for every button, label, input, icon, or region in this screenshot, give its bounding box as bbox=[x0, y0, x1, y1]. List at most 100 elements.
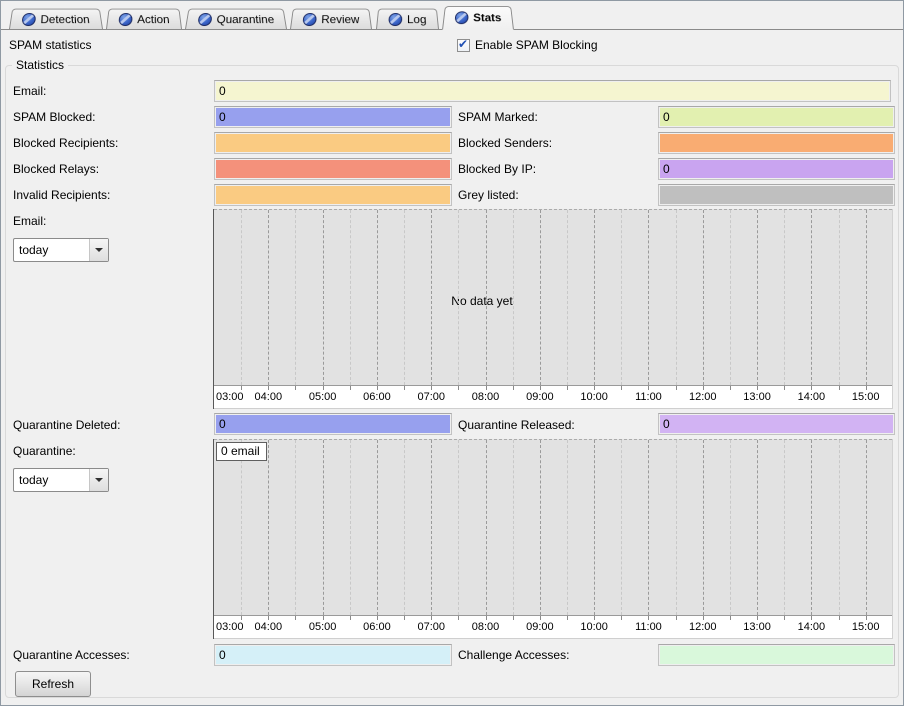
tab-detection[interactable]: Detection bbox=[9, 9, 103, 29]
gridline-minor bbox=[241, 440, 242, 615]
field-challenge-accesses bbox=[658, 644, 895, 666]
x-tick-label: 04:00 bbox=[255, 391, 283, 403]
email-period-select[interactable]: today bbox=[13, 238, 109, 262]
axis-tick bbox=[703, 616, 704, 620]
quarantine-period-select[interactable]: today bbox=[13, 468, 109, 492]
field-quarantine-accesses: 0 bbox=[214, 644, 452, 666]
x-tick-label: 08:00 bbox=[472, 621, 500, 633]
tab-label: Stats bbox=[473, 11, 502, 24]
label-invalid-recipients: Invalid Recipients: bbox=[13, 188, 110, 202]
gridline-minor bbox=[350, 210, 351, 385]
gridline-minor bbox=[513, 440, 514, 615]
label-challenge-accesses: Challenge Accesses: bbox=[458, 648, 569, 662]
label-blocked-by-ip: Blocked By IP: bbox=[458, 162, 536, 176]
x-tick-label: 12:00 bbox=[689, 621, 717, 633]
axis-tick bbox=[757, 386, 758, 390]
no-data-text: No data yet bbox=[451, 294, 512, 308]
axis-tick bbox=[458, 616, 459, 620]
page-title: SPAM statistics bbox=[9, 38, 91, 52]
axis-tick bbox=[648, 386, 649, 390]
gridline-minor bbox=[839, 440, 840, 615]
gridline-major bbox=[377, 440, 378, 615]
x-tick-label: 15:00 bbox=[852, 391, 880, 403]
axis-tick bbox=[350, 386, 351, 390]
quarantine-chart: 0 email 03:0004:0005:0006:0007:0008:0009… bbox=[213, 439, 893, 639]
gridline-major bbox=[757, 210, 758, 385]
enable-spam-blocking[interactable]: Enable SPAM Blocking bbox=[457, 38, 598, 52]
axis-tick bbox=[866, 386, 867, 390]
gridline-major bbox=[594, 440, 595, 615]
gridline-major bbox=[648, 440, 649, 615]
x-tick-label: 15:00 bbox=[852, 621, 880, 633]
gridline-major bbox=[323, 210, 324, 385]
axis-tick bbox=[703, 386, 704, 390]
axis-tick bbox=[676, 616, 677, 620]
axis-tick bbox=[839, 616, 840, 620]
gridline-minor bbox=[567, 210, 568, 385]
tab-label: Action bbox=[137, 13, 170, 26]
gridline-major bbox=[486, 210, 487, 385]
enable-spam-blocking-label: Enable SPAM Blocking bbox=[475, 38, 598, 52]
tab-bar: Detection Action QuarantineReview Log Stats bbox=[1, 5, 903, 30]
field-spam-marked-value: 0 bbox=[663, 110, 670, 124]
gridline-minor bbox=[839, 210, 840, 385]
field-invalid-recipients bbox=[214, 184, 452, 206]
axis-tick bbox=[621, 386, 622, 390]
tab-stats[interactable]: Stats bbox=[442, 6, 514, 30]
email-period-value: today bbox=[14, 239, 89, 261]
chart-legend: 0 email bbox=[216, 442, 267, 461]
field-blocked-by-ip-value: 0 bbox=[663, 162, 670, 176]
label-quarantine-chart: Quarantine: bbox=[13, 444, 76, 458]
chevron-down-icon[interactable] bbox=[89, 469, 108, 491]
tab-review[interactable]: Review bbox=[290, 9, 372, 29]
axis-tick bbox=[730, 386, 731, 390]
tab-action[interactable]: Action bbox=[106, 9, 182, 29]
axis-tick bbox=[811, 386, 812, 390]
refresh-button[interactable]: Refresh bbox=[15, 671, 91, 697]
gridline-major bbox=[540, 440, 541, 615]
gridline-major bbox=[540, 210, 541, 385]
gridline-minor bbox=[567, 440, 568, 615]
axis-tick bbox=[268, 386, 269, 390]
axis-tick bbox=[839, 386, 840, 390]
gridline-minor bbox=[458, 210, 459, 385]
axis-tick bbox=[323, 386, 324, 390]
x-tick-label: 09:00 bbox=[526, 621, 554, 633]
x-tick-label: 06:00 bbox=[363, 391, 391, 403]
gridline-major bbox=[431, 440, 432, 615]
chevron-down-icon[interactable] bbox=[89, 239, 108, 261]
tab-quarantine[interactable]: Quarantine bbox=[185, 9, 287, 29]
gridline-minor bbox=[676, 210, 677, 385]
gridline-major bbox=[594, 210, 595, 385]
tab-log[interactable]: Log bbox=[376, 9, 439, 29]
gridline-major bbox=[268, 440, 269, 615]
gridline-major bbox=[866, 210, 867, 385]
gridline-minor bbox=[621, 210, 622, 385]
gridline-minor bbox=[730, 440, 731, 615]
quarantine-chart-plot: 0 email bbox=[214, 439, 892, 615]
field-quarantine-deleted-value: 0 bbox=[219, 417, 226, 431]
field-blocked-recipients bbox=[214, 132, 452, 154]
gridline-minor bbox=[784, 210, 785, 385]
axis-tick bbox=[241, 616, 242, 620]
tab-label: Log bbox=[407, 13, 427, 26]
x-tick-label: 12:00 bbox=[689, 391, 717, 403]
block-icon bbox=[454, 11, 468, 24]
axis-tick bbox=[540, 616, 541, 620]
axis-tick bbox=[295, 616, 296, 620]
block-icon bbox=[388, 13, 402, 26]
label-email-total: Email: bbox=[13, 84, 46, 98]
quarantine-chart-axis: 03:0004:0005:0006:0007:0008:0009:0010:00… bbox=[214, 615, 892, 639]
x-tick-label: 10:00 bbox=[580, 391, 608, 403]
x-tick-label: 14:00 bbox=[798, 391, 826, 403]
x-tick-label: 10:00 bbox=[580, 621, 608, 633]
x-tick-label: 11:00 bbox=[635, 621, 662, 633]
label-quarantine-released: Quarantine Released: bbox=[458, 418, 575, 432]
axis-tick bbox=[540, 386, 541, 390]
gridline-major bbox=[757, 440, 758, 615]
axis-tick bbox=[486, 616, 487, 620]
x-tick-label: 04:00 bbox=[255, 621, 283, 633]
enable-spam-blocking-checkbox[interactable] bbox=[457, 39, 470, 52]
axis-tick bbox=[486, 386, 487, 390]
axis-tick bbox=[784, 386, 785, 390]
